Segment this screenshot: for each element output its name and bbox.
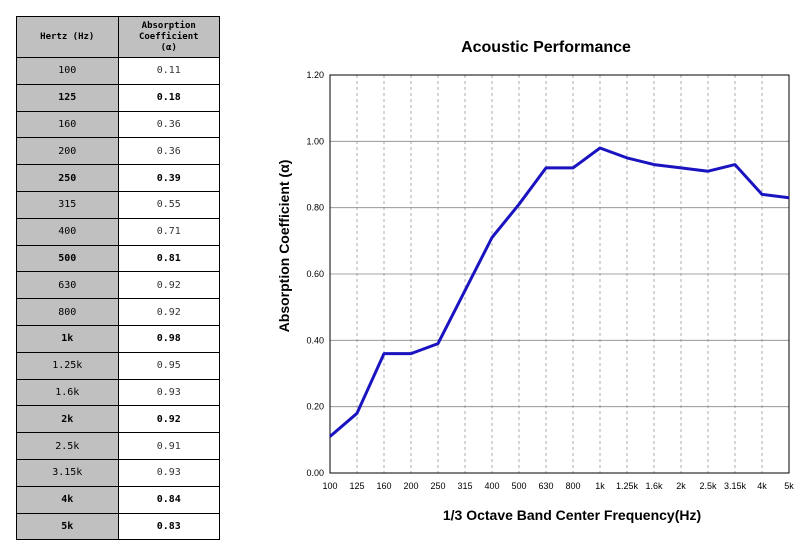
header-hertz: Hertz (Hz) xyxy=(16,16,119,58)
coefficient-cell: 0.92 xyxy=(117,298,220,326)
table-row: 100 0.11 xyxy=(16,57,220,85)
x-tick-label: 125 xyxy=(349,481,364,491)
header-absorption-coefficient: Absorption Coefficient (α) xyxy=(117,16,220,58)
x-axis-label: 1/3 Octave Band Center Frequency(Hz) xyxy=(443,507,701,523)
x-tick-label: 4k xyxy=(757,481,767,491)
header-coef-line-2: Coefficient xyxy=(138,31,199,42)
table-header-row: Hertz (Hz) Absorption Coefficient (α) xyxy=(16,16,220,58)
x-tick-label: 250 xyxy=(430,481,445,491)
coefficient-cell: 0.39 xyxy=(117,164,220,192)
x-tick-label: 3.15k xyxy=(724,481,747,491)
table-row: 315 0.55 xyxy=(16,190,220,219)
coefficient-cell: 0.98 xyxy=(117,324,220,353)
table-row: 1k 0.98 xyxy=(16,324,220,353)
table-row: 5k 0.83 xyxy=(16,512,220,541)
hertz-cell: 3.15k xyxy=(16,458,119,487)
table-row: 250 0.39 xyxy=(16,164,220,192)
y-tick-label: 0.80 xyxy=(306,203,324,213)
table-row: 160 0.36 xyxy=(16,110,220,139)
table-row: 2.5k 0.91 xyxy=(16,432,220,460)
coefficient-cell: 0.36 xyxy=(117,137,220,166)
x-tick-label: 1.6k xyxy=(645,481,663,491)
y-tick-label: 0.00 xyxy=(306,468,324,478)
coefficient-cell: 0.92 xyxy=(117,271,220,300)
y-tick-labels: 0.00 0.20 0.40 0.60 0.80 1.00 1.20 xyxy=(306,70,324,478)
plot-area-border xyxy=(329,74,790,474)
absorption-series-line xyxy=(329,146,790,438)
hertz-cell: 400 xyxy=(16,217,119,246)
x-tick-label: 800 xyxy=(565,481,580,491)
y-tick-label: 1.20 xyxy=(306,70,324,80)
y-tick-label: 0.20 xyxy=(306,402,324,412)
header-coef-line-1: Absorption xyxy=(141,20,196,31)
table-row: 1.6k 0.93 xyxy=(16,378,220,407)
header-coef-line-3: (α) xyxy=(160,42,177,53)
hertz-cell: 1k xyxy=(16,324,119,353)
table-row: 1.25k 0.95 xyxy=(16,351,220,380)
hertz-cell: 500 xyxy=(16,244,119,273)
x-tick-label: 2.5k xyxy=(699,481,717,491)
hertz-cell: 315 xyxy=(16,190,119,219)
table-row: 4k 0.84 xyxy=(16,485,220,514)
table-row: 125 0.18 xyxy=(16,83,220,112)
hertz-cell: 1.25k xyxy=(16,351,119,380)
x-tick-label: 500 xyxy=(511,481,526,491)
coefficient-cell: 0.93 xyxy=(117,458,220,487)
coefficient-cell: 0.95 xyxy=(117,351,220,380)
hertz-cell: 100 xyxy=(16,57,119,85)
coefficient-cell: 0.71 xyxy=(117,217,220,246)
absorption-table: Hertz (Hz) Absorption Coefficient (α) 10… xyxy=(16,16,220,541)
table-row: 800 0.92 xyxy=(16,298,220,326)
hertz-cell: 125 xyxy=(16,83,119,112)
y-tick-label: 0.60 xyxy=(306,269,324,279)
x-tick-label: 1k xyxy=(595,481,605,491)
hertz-cell: 250 xyxy=(16,164,119,192)
coefficient-cell: 0.84 xyxy=(117,485,220,514)
hertz-cell: 200 xyxy=(16,137,119,166)
table-body: 100 0.11 125 0.18 160 0.36 200 0.36 250 0.39 315 0.… xyxy=(16,57,220,541)
hertz-cell: 2.5k xyxy=(16,432,119,460)
y-tick-label: 0.40 xyxy=(306,335,324,345)
chart-title: Acoustic Performance xyxy=(461,39,631,56)
coefficient-cell: 0.91 xyxy=(117,432,220,460)
table-row: 3.15k 0.93 xyxy=(16,458,220,487)
x-tick-label: 630 xyxy=(538,481,553,491)
x-tick-label: 200 xyxy=(403,481,418,491)
coefficient-cell: 0.83 xyxy=(117,512,220,541)
x-tick-label: 315 xyxy=(457,481,472,491)
table-row: 400 0.71 xyxy=(16,217,220,246)
x-tick-label: 2k xyxy=(676,481,686,491)
chart-grid xyxy=(330,75,789,473)
coefficient-cell: 0.81 xyxy=(117,244,220,273)
coefficient-cell: 0.55 xyxy=(117,190,220,219)
x-tick-label: 100 xyxy=(322,481,337,491)
hertz-cell: 4k xyxy=(16,485,119,514)
hertz-cell: 160 xyxy=(16,110,119,139)
coefficient-cell: 0.11 xyxy=(117,57,220,85)
x-tick-label: 400 xyxy=(484,481,499,491)
x-tick-label: 160 xyxy=(376,481,391,491)
coefficient-cell: 0.36 xyxy=(117,110,220,139)
coefficient-cell: 0.93 xyxy=(117,378,220,407)
hertz-cell: 630 xyxy=(16,271,119,300)
table-row: 500 0.81 xyxy=(16,244,220,273)
coefficient-cell: 0.18 xyxy=(117,83,220,112)
table-row: 630 0.92 xyxy=(16,271,220,300)
x-tick-label: 5k xyxy=(784,481,794,491)
x-tick-label: 1.25k xyxy=(616,481,639,491)
coefficient-cell: 0.92 xyxy=(117,405,220,434)
hertz-cell: 5k xyxy=(16,512,119,541)
hertz-cell: 2k xyxy=(16,405,119,434)
hertz-cell: 1.6k xyxy=(16,378,119,407)
y-axis-label: Absorption Coefficient (α) xyxy=(276,160,292,333)
table-row: 200 0.36 xyxy=(16,137,220,166)
table-row: 2k 0.92 xyxy=(16,405,220,434)
hertz-cell: 800 xyxy=(16,298,119,326)
acoustic-performance-chart: Acoustic Performance 0.00 0.20 0.40 0.60 0.8… xyxy=(276,39,794,523)
x-tick-labels: 100 125 160 200 250 315 400 500 630 800 1k 1.25k 1.6… xyxy=(322,481,794,491)
y-tick-label: 1.00 xyxy=(306,136,324,146)
